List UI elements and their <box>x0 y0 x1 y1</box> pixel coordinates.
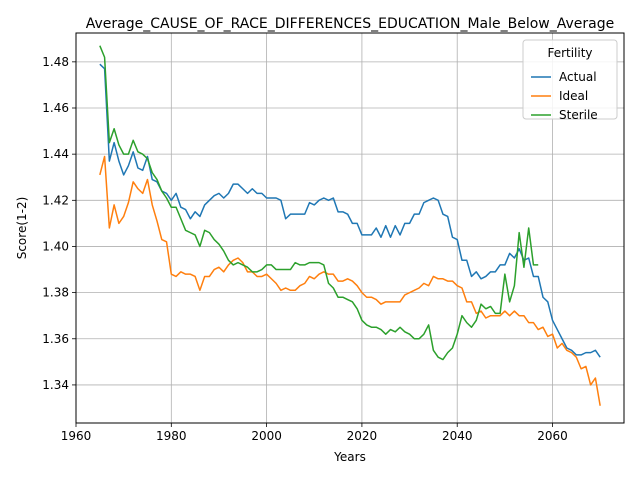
x-tick-label: 2040 <box>442 429 473 443</box>
x-tick-label: 1980 <box>156 429 187 443</box>
x-axis-label: Years <box>333 450 366 464</box>
x-tick-label: 2060 <box>537 429 568 443</box>
x-tick-label: 2020 <box>347 429 378 443</box>
y-tick-label: 1.36 <box>42 332 69 346</box>
y-tick-label: 1.42 <box>42 193 69 207</box>
y-tick-label: 1.40 <box>42 239 69 253</box>
x-tick-label: 2000 <box>251 429 282 443</box>
chart-title: Average_CAUSE_OF_RACE_DIFFERENCES_EDUCAT… <box>86 16 615 32</box>
legend-label-ideal: Ideal <box>559 89 588 103</box>
y-tick-label: 1.34 <box>42 378 69 392</box>
x-axis: 1960 1980 2000 2020 2040 2060 <box>61 423 568 443</box>
y-tick-label: 1.44 <box>42 147 69 161</box>
legend-title: Fertility <box>547 46 592 60</box>
plot-frame <box>75 32 625 424</box>
legend-box <box>522 39 618 120</box>
y-axis-label: Score(1-2) <box>15 197 29 260</box>
legend-items: Actual Ideal Sterile <box>531 70 598 122</box>
series-line-ideal <box>99 155 601 406</box>
series-line-sterile <box>99 45 539 361</box>
x-tick-label: 1960 <box>61 429 92 443</box>
series-lines <box>99 45 601 406</box>
legend-label-actual: Actual <box>559 70 597 84</box>
legend-label-sterile: Sterile <box>559 108 598 122</box>
y-axis: 1.34 1.36 1.38 1.40 1.42 1.44 1.46 1.48 <box>42 55 76 392</box>
y-tick-label: 1.46 <box>42 101 69 115</box>
y-tick-label: 1.38 <box>42 286 69 300</box>
y-tick-label: 1.48 <box>42 55 69 69</box>
legend: Fertility Actual Ideal Sterile <box>522 39 618 122</box>
